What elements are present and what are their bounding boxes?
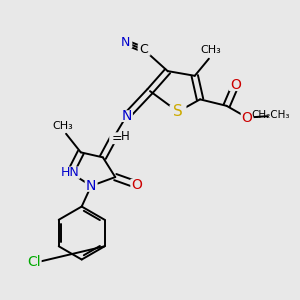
Text: Cl: Cl [27, 256, 40, 269]
Text: H: H [121, 130, 130, 143]
FancyBboxPatch shape [109, 132, 124, 144]
FancyBboxPatch shape [120, 110, 133, 122]
Text: S: S [173, 104, 183, 119]
Text: =: = [111, 132, 122, 145]
FancyBboxPatch shape [138, 44, 151, 56]
Text: CH₂CH₃: CH₂CH₃ [251, 110, 290, 120]
FancyBboxPatch shape [229, 79, 242, 91]
Text: C: C [140, 44, 148, 56]
FancyBboxPatch shape [130, 179, 143, 190]
Text: N: N [121, 36, 130, 49]
Text: CH₃: CH₃ [52, 121, 73, 130]
Text: N: N [86, 179, 96, 193]
Text: O: O [230, 78, 241, 92]
Text: CH₃: CH₃ [201, 46, 222, 56]
FancyBboxPatch shape [169, 105, 187, 119]
FancyBboxPatch shape [119, 37, 132, 48]
FancyBboxPatch shape [61, 167, 80, 179]
Text: N: N [121, 109, 132, 123]
Text: HN: HN [61, 166, 80, 179]
FancyBboxPatch shape [26, 256, 42, 269]
FancyBboxPatch shape [85, 180, 98, 192]
FancyBboxPatch shape [241, 112, 254, 124]
Text: O: O [242, 111, 253, 124]
Text: O: O [131, 178, 142, 192]
